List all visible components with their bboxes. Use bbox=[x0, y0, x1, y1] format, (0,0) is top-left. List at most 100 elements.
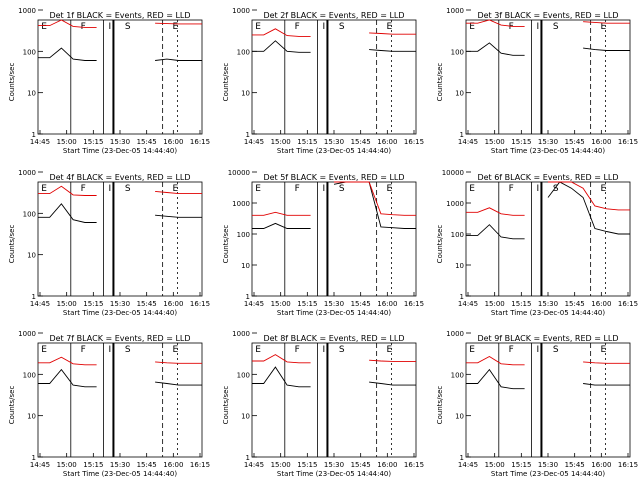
x-tick-label: 16:15 bbox=[618, 300, 638, 308]
x-tick-label: 15:45 bbox=[565, 461, 585, 469]
y-tick-label: 10 bbox=[241, 262, 250, 270]
marker-label: F bbox=[81, 345, 86, 355]
marker-label: F bbox=[295, 345, 300, 355]
marker-label: I bbox=[537, 22, 540, 32]
x-axis-label: Start Time (23-Dec-05 14:44:40) bbox=[277, 309, 391, 317]
y-tick-label: 1 bbox=[460, 293, 464, 301]
chart-panel-3: Det 3f BLACK = Events, RED = LLD 1 10 100 10… bbox=[436, 7, 638, 155]
chart-panel-5: Det 5f BLACK = Events, RED = LLD 1 10 100 10… bbox=[222, 169, 424, 317]
series-line-lld bbox=[252, 211, 311, 216]
x-tick-label: 15:30 bbox=[324, 300, 344, 308]
y-tick-label: 1 bbox=[246, 293, 250, 301]
x-tick-label: 15:15 bbox=[511, 461, 531, 469]
x-tick-label: 14:45 bbox=[244, 461, 264, 469]
y-tick-label: 100 bbox=[451, 371, 464, 379]
x-tick-label: 15:30 bbox=[110, 461, 130, 469]
series-line-lld bbox=[548, 181, 630, 211]
series-line-events bbox=[333, 181, 416, 229]
x-axis-label: Start Time (23-Dec-05 14:44:40) bbox=[63, 147, 177, 155]
x-tick-label: 15:45 bbox=[565, 138, 585, 146]
series-line-lld bbox=[369, 359, 416, 362]
y-tick-label: 10000 bbox=[228, 169, 250, 177]
series-line-events bbox=[38, 203, 97, 223]
x-tick-label: 15:15 bbox=[83, 138, 103, 146]
y-tick-label: 1000 bbox=[232, 330, 250, 338]
x-tick-label: 16:15 bbox=[404, 461, 424, 469]
x-tick-label: 15:15 bbox=[297, 461, 317, 469]
y-axis-label: Counts/sec bbox=[436, 63, 444, 102]
x-axis-label: Start Time (23-Dec-05 14:44:40) bbox=[491, 470, 605, 478]
y-tick-label: 10 bbox=[27, 252, 36, 260]
y-tick-label: 1000 bbox=[446, 330, 464, 338]
series-line-lld bbox=[252, 28, 311, 37]
x-axis-label: Start Time (23-Dec-05 14:44:40) bbox=[63, 470, 177, 478]
series-line-events bbox=[252, 366, 311, 388]
x-tick-label: 15:30 bbox=[538, 461, 558, 469]
x-tick-label: 15:00 bbox=[271, 461, 291, 469]
y-tick-label: 100 bbox=[237, 231, 250, 239]
y-tick-label: 1 bbox=[32, 131, 36, 139]
x-tick-label: 15:00 bbox=[485, 461, 505, 469]
series-line-lld bbox=[38, 19, 97, 28]
series-line-lld bbox=[252, 354, 311, 364]
series-line-lld bbox=[466, 355, 525, 366]
marker-label: E bbox=[469, 22, 475, 32]
marker-label: E bbox=[172, 22, 178, 32]
marker-label: S bbox=[553, 345, 559, 355]
marker-label: E bbox=[255, 345, 261, 355]
x-tick-label: 14:45 bbox=[458, 138, 478, 146]
x-tick-label: 16:15 bbox=[404, 138, 424, 146]
x-tick-label: 15:45 bbox=[351, 138, 371, 146]
marker-label: E bbox=[386, 184, 392, 194]
x-tick-label: 15:45 bbox=[137, 138, 157, 146]
marker-label: F bbox=[81, 184, 86, 194]
x-tick-label: 15:00 bbox=[57, 138, 77, 146]
chart-panel-8: Det 8f BLACK = Events, RED = LLD 1 10 100 10… bbox=[222, 330, 424, 478]
marker-label: I bbox=[323, 22, 326, 32]
x-tick-label: 14:45 bbox=[244, 138, 264, 146]
x-tick-label: 16:15 bbox=[618, 138, 638, 146]
marker-label: E bbox=[41, 184, 47, 194]
y-axis-label: Counts/sec bbox=[8, 225, 16, 264]
x-tick-label: 16:15 bbox=[190, 138, 210, 146]
chart-panel-9: Det 9f BLACK = Events, RED = LLD 1 10 100 10… bbox=[436, 330, 638, 478]
x-axis-label: Start Time (23-Dec-05 14:44:40) bbox=[277, 470, 391, 478]
y-tick-label: 10000 bbox=[442, 169, 464, 177]
y-tick-label: 10 bbox=[455, 413, 464, 421]
y-axis-label: Counts/sec bbox=[436, 386, 444, 425]
x-tick-label: 16:00 bbox=[163, 461, 183, 469]
x-tick-label: 15:00 bbox=[271, 138, 291, 146]
x-tick-label: 15:00 bbox=[57, 300, 77, 308]
series-line-lld bbox=[466, 207, 525, 216]
y-tick-label: 1000 bbox=[446, 200, 464, 208]
x-tick-label: 16:00 bbox=[591, 138, 611, 146]
x-tick-label: 14:45 bbox=[458, 461, 478, 469]
x-tick-label: 14:45 bbox=[244, 300, 264, 308]
y-tick-label: 10 bbox=[241, 413, 250, 421]
series-line-events bbox=[38, 47, 97, 61]
x-tick-label: 15:15 bbox=[83, 461, 103, 469]
y-tick-label: 1000 bbox=[232, 7, 250, 15]
chart-title: Det 6f BLACK = Events, RED = LLD bbox=[477, 173, 618, 182]
marker-label: I bbox=[109, 22, 112, 32]
marker-label: I bbox=[537, 345, 540, 355]
marker-label: E bbox=[600, 184, 606, 194]
chart-panel-2: Det 2f BLACK = Events, RED = LLD 1 10 100 10… bbox=[222, 7, 424, 155]
chart-title: Det 4f BLACK = Events, RED = LLD bbox=[49, 173, 190, 182]
series-line-lld bbox=[38, 185, 97, 196]
marker-label: E bbox=[386, 22, 392, 32]
marker-label: S bbox=[339, 22, 345, 32]
y-tick-label: 10 bbox=[455, 262, 464, 270]
marker-label: S bbox=[339, 184, 345, 194]
x-tick-label: 15:30 bbox=[324, 138, 344, 146]
y-tick-label: 100 bbox=[23, 210, 36, 218]
x-tick-label: 16:00 bbox=[377, 300, 397, 308]
marker-label: F bbox=[509, 22, 514, 32]
x-axis-label: Start Time (23-Dec-05 14:44:40) bbox=[491, 147, 605, 155]
y-tick-label: 1000 bbox=[18, 169, 36, 177]
series-line-events bbox=[155, 214, 202, 218]
y-tick-label: 10 bbox=[241, 90, 250, 98]
x-tick-label: 14:45 bbox=[458, 300, 478, 308]
marker-label: I bbox=[109, 345, 112, 355]
